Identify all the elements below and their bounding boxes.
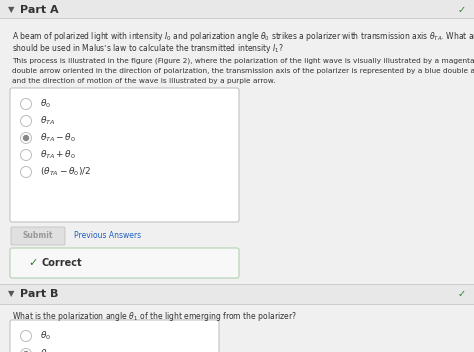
Text: ✓: ✓ <box>458 5 466 15</box>
Text: Part A: Part A <box>20 5 59 15</box>
Circle shape <box>24 136 28 140</box>
Bar <box>0 284 474 304</box>
FancyBboxPatch shape <box>11 227 65 245</box>
Text: What is the polarization angle $\theta_1$ of the light emerging from the polariz: What is the polarization angle $\theta_1… <box>12 310 297 323</box>
Text: ▼: ▼ <box>8 289 15 298</box>
Bar <box>0 0 474 18</box>
Text: $\theta_{TA}$: $\theta_{TA}$ <box>40 115 55 127</box>
FancyBboxPatch shape <box>10 320 219 352</box>
Text: A beam of polarized light with intensity $I_0$ and polarization angle $\theta_0$: A beam of polarized light with intensity… <box>12 30 474 43</box>
FancyBboxPatch shape <box>10 248 239 278</box>
Text: $(\theta_{TA} - \theta_0)/2$: $(\theta_{TA} - \theta_0)/2$ <box>40 166 91 178</box>
Text: $\theta_{TA} - \theta_0$: $\theta_{TA} - \theta_0$ <box>40 132 76 144</box>
Text: Correct: Correct <box>42 258 82 268</box>
Text: ▼: ▼ <box>8 6 15 14</box>
Text: $\theta_0$: $\theta_0$ <box>40 98 51 110</box>
Text: Submit: Submit <box>23 232 53 240</box>
Text: This process is illustrated in the figure (Figure 2), where the polarization of : This process is illustrated in the figur… <box>12 58 474 64</box>
Text: $\theta_0$: $\theta_0$ <box>40 330 51 342</box>
Text: $\theta_{TA}$: $\theta_{TA}$ <box>40 348 55 352</box>
Text: Previous Answers: Previous Answers <box>74 232 141 240</box>
Text: Part B: Part B <box>20 289 58 299</box>
Text: and the direction of motion of the wave is illustrated by a purple arrow.: and the direction of motion of the wave … <box>12 78 275 84</box>
Text: double arrow oriented in the direction of polarization, the transmission axis of: double arrow oriented in the direction o… <box>12 68 474 74</box>
Text: should be used in Malus’s law to calculate the transmitted intensity $I_1$?: should be used in Malus’s law to calcula… <box>12 42 284 55</box>
FancyBboxPatch shape <box>10 88 239 222</box>
Text: ✓: ✓ <box>458 289 466 299</box>
Text: ✓: ✓ <box>28 258 37 268</box>
Text: $\theta_{TA} + \theta_0$: $\theta_{TA} + \theta_0$ <box>40 149 76 161</box>
